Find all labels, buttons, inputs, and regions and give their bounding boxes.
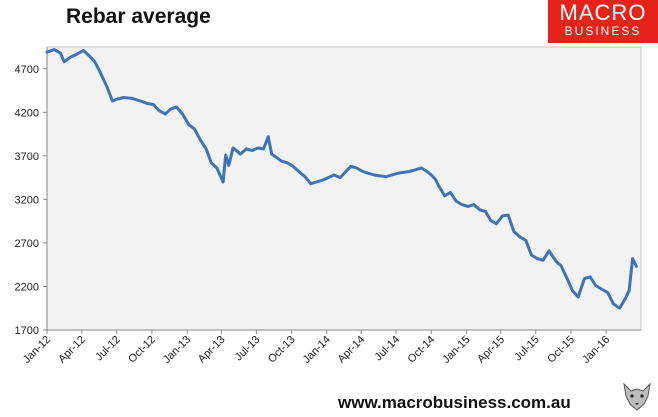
- x-tick-label: Jul-15: [512, 334, 542, 364]
- y-tick-label: 2700: [15, 238, 39, 250]
- x-axis: Jan-12 Apr-12 Jul-12 Oct-12 Jan-13 Apr-13 Jul-…: [21, 329, 641, 366]
- footer-url: www.macrobusiness.com.au: [338, 393, 571, 412]
- series-line: [45, 48, 638, 310]
- x-tick-label: Jan-14: [301, 334, 333, 366]
- x-tick-label: Apr-14: [336, 334, 368, 366]
- x-tick-label: Jul-14: [372, 334, 402, 364]
- x-tick-label: Jan-16: [580, 334, 612, 366]
- logo-line-business: BUSINESS: [564, 24, 642, 38]
- x-tick-label: Apr-13: [196, 334, 228, 366]
- x-tick-label: Oct-14: [406, 334, 438, 366]
- y-tick-label: 2200: [15, 281, 39, 293]
- y-tick-label: 3700: [15, 151, 39, 163]
- x-tick-label: Oct-13: [266, 334, 298, 366]
- y-tick-label: 1700: [15, 325, 39, 337]
- logo-line-macro: MACRO: [559, 0, 647, 25]
- x-tick-label: Jul-13: [233, 334, 263, 364]
- x-tick-label: Jan-15: [440, 334, 472, 366]
- plot-area: [46, 46, 642, 331]
- y-tick-label: 4700: [15, 64, 39, 76]
- x-tick-label: Apr-15: [475, 334, 507, 366]
- x-tick-label: Jan-12: [21, 334, 53, 366]
- y-tick-label: 4200: [15, 107, 39, 119]
- chart-title: Rebar average: [66, 5, 211, 28]
- x-tick-label: Apr-12: [56, 334, 88, 366]
- y-axis: 1700 2200 2700 3200 3700 4200 4700: [15, 47, 48, 337]
- x-tick-label: Oct-12: [126, 334, 158, 366]
- x-tick-label: Jul-12: [93, 334, 123, 364]
- wolf-icon: [620, 380, 654, 412]
- y-tick-label: 3200: [15, 194, 39, 206]
- macrobusiness-logo: MACRO BUSINESS: [548, 0, 658, 43]
- x-tick-label: Oct-15: [545, 334, 577, 366]
- x-tick-label: Jan-13: [161, 334, 193, 366]
